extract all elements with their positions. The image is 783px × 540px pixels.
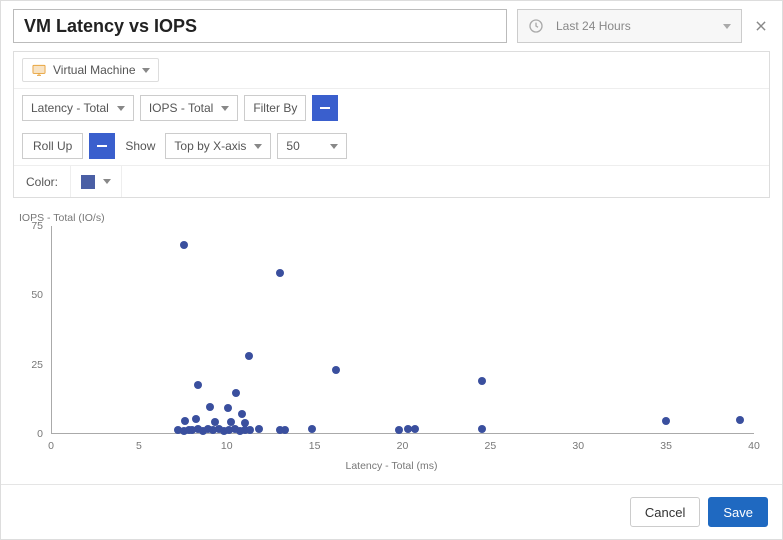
x-metric-label: Latency - Total <box>31 101 109 115</box>
data-point <box>180 241 188 249</box>
data-point <box>478 425 486 433</box>
color-picker[interactable] <box>71 166 122 197</box>
plot-area <box>51 226 754 434</box>
data-point <box>224 404 232 412</box>
data-point <box>192 415 200 423</box>
close-button[interactable] <box>752 17 770 35</box>
close-icon <box>754 19 768 33</box>
data-point <box>281 426 289 434</box>
chart-title-input[interactable] <box>13 9 507 43</box>
caret-down-icon <box>254 144 262 149</box>
data-point <box>232 389 240 397</box>
filter-by-label: Filter By <box>253 101 297 115</box>
data-point <box>308 425 316 433</box>
data-point <box>332 366 340 374</box>
show-label: Show <box>121 139 159 153</box>
data-point <box>255 425 263 433</box>
chevron-down-icon <box>723 24 731 29</box>
rollup-button[interactable]: Roll Up <box>22 133 83 159</box>
x-tick: 35 <box>660 440 672 452</box>
clock-icon <box>528 18 544 34</box>
x-tick: 40 <box>748 440 760 452</box>
x-axis-label: Latency - Total (ms) <box>19 460 764 472</box>
caret-down-icon <box>103 179 111 184</box>
caret-down-icon <box>142 68 150 73</box>
x-tick: 10 <box>221 440 233 452</box>
vm-icon <box>31 62 47 78</box>
caret-down-icon <box>330 144 338 149</box>
remove-rollup-button[interactable] <box>89 133 115 159</box>
entity-label: Virtual Machine <box>53 63 136 77</box>
show-mode-dropdown[interactable]: Top by X-axis <box>165 133 271 159</box>
y-tick: 0 <box>37 428 43 440</box>
y-tick: 75 <box>31 220 43 232</box>
data-point <box>276 269 284 277</box>
y-metric-label: IOPS - Total <box>149 101 213 115</box>
x-axis: 0510152025303540 <box>51 438 754 456</box>
color-label: Color: <box>14 166 71 197</box>
y-tick: 50 <box>31 289 43 301</box>
show-count-dropdown[interactable]: 50 <box>277 133 347 159</box>
x-tick: 25 <box>485 440 497 452</box>
y-tick: 25 <box>31 359 43 371</box>
minus-icon <box>97 145 107 147</box>
time-range-selector[interactable]: Last 24 Hours <box>517 9 742 43</box>
show-mode-value: Top by X-axis <box>174 139 246 153</box>
show-count-value: 50 <box>286 139 299 153</box>
y-metric-dropdown[interactable]: IOPS - Total <box>140 95 238 121</box>
x-tick: 15 <box>309 440 321 452</box>
data-point <box>736 416 744 424</box>
data-point <box>194 381 202 389</box>
data-point <box>395 426 403 434</box>
x-tick: 20 <box>397 440 409 452</box>
time-range-label: Last 24 Hours <box>556 19 631 33</box>
y-axis: 0255075 <box>19 226 47 434</box>
filter-by-dropdown[interactable]: Filter By <box>244 95 306 121</box>
x-tick: 30 <box>572 440 584 452</box>
data-point <box>181 417 189 425</box>
minus-icon <box>320 107 330 109</box>
remove-filter-button[interactable] <box>312 95 338 121</box>
data-point <box>238 410 246 418</box>
x-tick: 5 <box>136 440 142 452</box>
x-tick: 0 <box>48 440 54 452</box>
save-button[interactable]: Save <box>708 497 768 527</box>
caret-down-icon <box>117 106 125 111</box>
caret-down-icon <box>221 106 229 111</box>
data-point <box>245 352 253 360</box>
data-point <box>662 417 670 425</box>
data-point <box>411 425 419 433</box>
color-swatch <box>81 175 95 189</box>
entity-selector[interactable]: Virtual Machine <box>22 58 159 82</box>
scatter-chart: IOPS - Total (IO/s) 0 25 50 75 0 5 10 15 20 25 30… <box>1 198 782 484</box>
y-axis-label: IOPS - Total (IO/s) <box>19 212 764 224</box>
cancel-button[interactable]: Cancel <box>630 497 700 527</box>
data-point <box>246 426 254 434</box>
x-metric-dropdown[interactable]: Latency - Total <box>22 95 134 121</box>
data-point <box>206 403 214 411</box>
data-point <box>478 377 486 385</box>
